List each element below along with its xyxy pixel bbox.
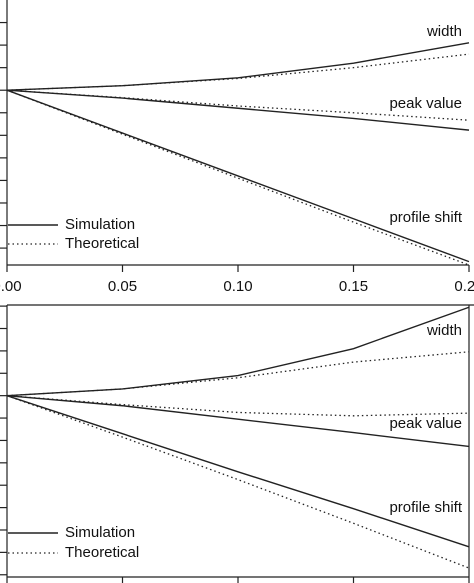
theoretical-curve [6, 395, 470, 569]
theoretical-curve [6, 395, 470, 417]
x-tick-label: 0.10 [223, 278, 252, 295]
theoretical-curve [6, 89, 470, 121]
theoretical-curve [6, 351, 470, 397]
simulation-curve [6, 306, 470, 397]
simulation-curve [6, 89, 470, 263]
curve-label: peak value [389, 415, 462, 432]
simulation-curve [6, 395, 470, 548]
x-tick-label: 0.15 [339, 278, 368, 295]
x-tick-label: 0.00 [0, 278, 22, 295]
x-tick-label: 0.05 [108, 278, 137, 295]
legend-label: Theoretical [65, 544, 139, 561]
legend-label: Simulation [65, 524, 135, 541]
curve-label: peak value [389, 95, 462, 112]
x-tick-label: 0.20 [454, 278, 474, 295]
theoretical-curve [6, 89, 470, 266]
curve-label: profile shift [389, 209, 462, 226]
curve-label: width [426, 23, 462, 40]
simulation-curve [6, 42, 470, 91]
legend-label: Theoretical [65, 235, 139, 252]
legend-label: Simulation [65, 216, 135, 233]
curve-label: profile shift [389, 499, 462, 516]
curve-label: width [426, 322, 462, 339]
simulation-curve [6, 394, 470, 448]
theoretical-curve [6, 53, 470, 91]
